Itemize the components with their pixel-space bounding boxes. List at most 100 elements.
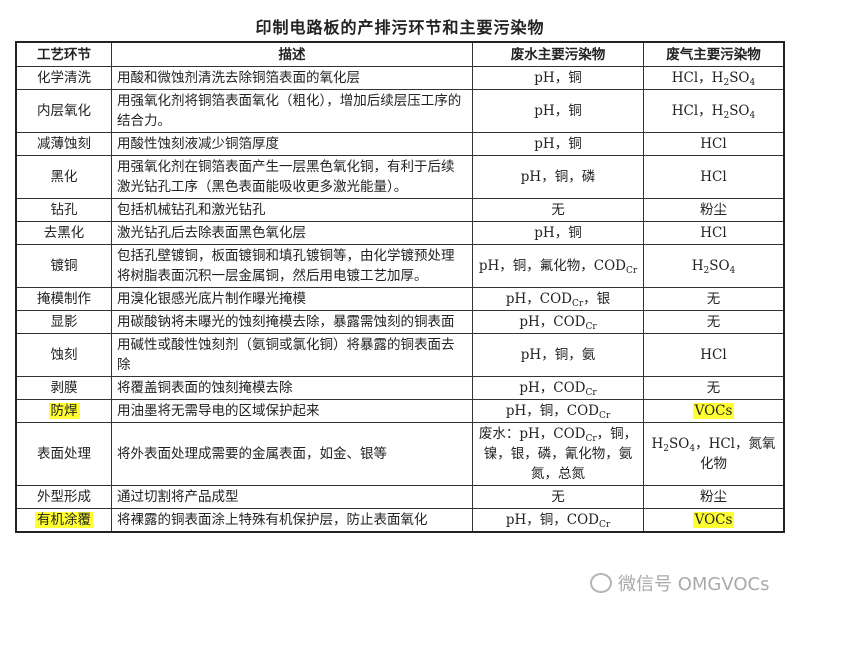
step-cell-text: 显影 — [50, 314, 78, 330]
waste-gas-cell-text: HCl，H2SO4 — [671, 70, 756, 88]
step-cell-text: 化学清洗 — [37, 70, 91, 86]
description-cell-text: 通过切割将产品成型 — [117, 489, 239, 505]
table-body: 化学清洗 用酸和微蚀剂清洗去除铜箔表面的氧化层 pH，铜 HCl，H2SO4 内层氧化用… — [15, 66, 785, 533]
wastewater-cell: pH，铜 — [472, 132, 644, 156]
description-cell: 将裸露的铜表面涂上特殊有机保护层，防止表面氧化 — [111, 508, 473, 533]
waste-gas-cell-text: H2SO4，HCl，氮氧化物 — [651, 436, 776, 472]
description-cell-text: 激光钻孔后去除表面黑色氧化层 — [117, 225, 306, 241]
wastewater-cell-text: pH，CODCr — [519, 314, 597, 332]
description-cell: 用强氧化剂将铜箔表面氧化（粗化），增加后续层压工序的结合力。 — [111, 89, 473, 133]
wastewater-cell: pH，铜，CODCr — [472, 399, 644, 423]
wastewater-cell-text: pH，铜，氟化物，CODCr — [478, 258, 638, 276]
table-row: 化学清洗 用酸和微蚀剂清洗去除铜箔表面的氧化层 pH，铜 HCl，H2SO4 — [15, 66, 785, 90]
description-cell: 将外表面处理成需要的金属表面，如金、银等 — [111, 422, 473, 486]
wastewater-cell: pH，CODCr，银 — [472, 287, 644, 311]
waste-gas-cell: 无 — [643, 376, 785, 400]
waste-gas-cell-text: 粉尘 — [700, 202, 727, 218]
wastewater-cell: pH，CODCr — [472, 310, 644, 334]
step-cell-text: 掩模制作 — [37, 291, 91, 307]
step-cell: 显影 — [15, 310, 112, 334]
wastewater-cell: pH，铜 — [472, 221, 644, 245]
header-wastewater: 废水主要污染物 — [472, 41, 644, 67]
wechat-icon — [590, 573, 612, 593]
step-cell-text: 蚀刻 — [50, 347, 78, 363]
waste-gas-cell-text: HCl — [700, 225, 727, 241]
description-cell: 用溴化银感光底片制作曝光掩模 — [111, 287, 473, 311]
waste-gas-cell-text: 无 — [706, 314, 721, 330]
table-row: 去黑化 激光钻孔后去除表面黑色氧化层 pH，铜 HCl — [15, 221, 785, 245]
step-cell: 减薄蚀刻 — [15, 132, 112, 156]
table-row: 显影 用碳酸钠将未曝光的蚀刻掩模去除，暴露需蚀刻的铜表面 pH，CODCr 无 — [15, 310, 785, 334]
waste-gas-cell: 无 — [643, 310, 785, 334]
waste-gas-cell: 粉尘 — [643, 485, 785, 509]
step-cell: 掩模制作 — [15, 287, 112, 311]
description-cell-text: 用酸性蚀刻液减少铜箔厚度 — [117, 136, 279, 152]
waste-gas-cell: 无 — [643, 287, 785, 311]
description-cell-text: 用强氧化剂在铜箔表面产生一层黑色氧化铜，有利于后续激光钻孔工序（黑色表面能吸收更… — [117, 159, 455, 195]
watermark-text: 微信号 OMGVOCs — [618, 574, 770, 595]
step-cell-text: 表面处理 — [37, 446, 91, 462]
step-cell: 外型形成 — [15, 485, 112, 509]
step-cell: 化学清洗 — [15, 66, 112, 90]
description-cell: 用碱性或酸性蚀刻剂（氨铜或氯化铜）将暴露的铜表面去除 — [111, 333, 473, 377]
waste-gas-cell-text: VOCs — [692, 403, 735, 419]
waste-gas-cell: HCl — [643, 132, 785, 156]
step-cell-text: 外型形成 — [37, 489, 91, 505]
description-cell: 通过切割将产品成型 — [111, 485, 473, 509]
description-cell-text: 用酸和微蚀剂清洗去除铜箔表面的氧化层 — [117, 70, 360, 86]
step-cell-text: 有机涂覆 — [35, 512, 93, 528]
wastewater-cell: 无 — [472, 198, 644, 222]
description-cell-text: 包括孔壁镀铜，板面镀铜和填孔镀铜等，由化学镀预处理将树脂表面沉积一层金属铜，然后… — [117, 248, 455, 284]
table-row: 外型形成 通过切割将产品成型 无 粉尘 — [15, 485, 785, 509]
wastewater-cell: pH，铜 — [472, 89, 644, 133]
step-cell-text: 黑化 — [50, 169, 78, 185]
waste-gas-cell: 粉尘 — [643, 198, 785, 222]
waste-gas-cell: HCl — [643, 155, 785, 199]
description-cell: 用酸性蚀刻液减少铜箔厚度 — [111, 132, 473, 156]
description-cell-text: 用溴化银感光底片制作曝光掩模 — [117, 291, 306, 307]
waste-gas-cell-text: HCl — [700, 169, 727, 185]
step-cell-text: 镀铜 — [50, 258, 78, 274]
wastewater-cell: pH，铜，CODCr — [472, 508, 644, 533]
wastewater-cell-text: pH，铜 — [534, 103, 582, 119]
table-row: 防焊 用油墨将无需导电的区域保护起来 pH，铜，CODCr VOCs — [15, 399, 785, 423]
waste-gas-cell: VOCs — [643, 399, 785, 423]
step-cell: 表面处理 — [15, 422, 112, 486]
table-row: 钻孔 包括机械钻孔和激光钻孔 无 粉尘 — [15, 198, 785, 222]
step-cell-text: 内层氧化 — [37, 103, 91, 119]
waste-gas-cell: VOCs — [643, 508, 785, 533]
description-cell-text: 将裸露的铜表面涂上特殊有机保护层，防止表面氧化 — [117, 512, 428, 528]
waste-gas-cell-text: HCl，H2SO4 — [671, 103, 756, 121]
step-cell-text: 钻孔 — [50, 202, 78, 218]
description-cell-text: 用碳酸钠将未曝光的蚀刻掩模去除，暴露需蚀刻的铜表面 — [117, 314, 455, 330]
wastewater-cell-text: 废水：pH，CODCr，铜，镍，银，磷，氰化物，氨氮，总氮 — [478, 426, 638, 482]
table-title: 印制电路板的产排污环节和主要污染物 — [255, 18, 545, 37]
wastewater-cell: pH，铜 — [472, 66, 644, 90]
pollutant-table: 工艺环节 描述 废水主要污染物 废气主要污染物 化学清洗 用酸和微蚀剂清洗去除铜箔… — [15, 41, 785, 533]
waste-gas-cell: HCl，H2SO4 — [643, 66, 785, 90]
description-cell-text: 用强氧化剂将铜箔表面氧化（粗化），增加后续层压工序的结合力。 — [117, 93, 462, 129]
table-row: 掩模制作 用溴化银感光底片制作曝光掩模 pH，CODCr，银 无 — [15, 287, 785, 311]
step-cell-text: 防焊 — [48, 403, 80, 419]
description-cell: 用油墨将无需导电的区域保护起来 — [111, 399, 473, 423]
description-cell: 激光钻孔后去除表面黑色氧化层 — [111, 221, 473, 245]
step-cell: 镀铜 — [15, 244, 112, 288]
table-row: 有机涂覆 将裸露的铜表面涂上特殊有机保护层，防止表面氧化 pH，铜，CODCr VOC… — [15, 508, 785, 533]
wastewater-cell: pH，铜，氟化物，CODCr — [472, 244, 644, 288]
wastewater-cell: 废水：pH，CODCr，铜，镍，银，磷，氰化物，氨氮，总氮 — [472, 422, 644, 486]
wastewater-cell-text: pH，铜，CODCr — [505, 512, 611, 530]
wastewater-cell-text: pH，铜 — [534, 70, 582, 86]
wastewater-cell-text: pH，CODCr — [519, 380, 597, 398]
wastewater-cell-text: pH，铜 — [534, 225, 582, 241]
description-cell-text: 将外表面处理成需要的金属表面，如金、银等 — [117, 446, 387, 462]
step-cell: 防焊 — [15, 399, 112, 423]
wastewater-cell-text: pH，CODCr，银 — [505, 291, 611, 309]
step-cell: 蚀刻 — [15, 333, 112, 377]
waste-gas-cell-text: 无 — [706, 291, 721, 307]
waste-gas-cell: H2SO4 — [643, 244, 785, 288]
table-row: 黑化 用强氧化剂在铜箔表面产生一层黑色氧化铜，有利于后续激光钻孔工序（黑色表面能吸… — [15, 155, 785, 199]
waste-gas-cell-text: HCl — [700, 347, 727, 363]
description-cell: 包括机械钻孔和激光钻孔 — [111, 198, 473, 222]
waste-gas-cell-text: 粉尘 — [700, 489, 727, 505]
table-row: 剥膜 将覆盖铜表面的蚀刻掩模去除 pH，CODCr 无 — [15, 376, 785, 400]
